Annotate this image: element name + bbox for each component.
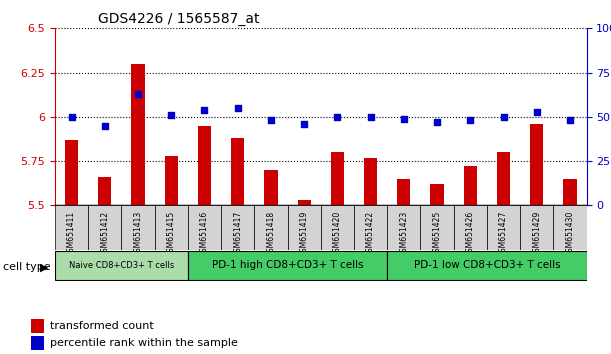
Bar [563, 179, 577, 205]
Text: GSM651419: GSM651419 [299, 211, 309, 257]
FancyBboxPatch shape [88, 205, 122, 250]
Bar [131, 64, 145, 205]
Point [100, 123, 110, 129]
FancyBboxPatch shape [387, 205, 420, 250]
Bar [31, 336, 45, 350]
Bar [265, 170, 277, 205]
Text: Naive CD8+CD3+ T cells: Naive CD8+CD3+ T cells [69, 261, 174, 270]
Point [499, 114, 508, 120]
Text: GSM651418: GSM651418 [266, 211, 276, 257]
Bar [65, 140, 78, 205]
Text: GDS4226 / 1565587_at: GDS4226 / 1565587_at [98, 12, 259, 26]
Bar [164, 156, 178, 205]
Bar [31, 319, 45, 333]
FancyBboxPatch shape [354, 205, 387, 250]
Point [466, 118, 475, 123]
Point [332, 114, 342, 120]
FancyBboxPatch shape [288, 205, 321, 250]
Bar [397, 179, 411, 205]
Point [565, 118, 575, 123]
Text: GSM651422: GSM651422 [366, 211, 375, 257]
Bar [98, 177, 111, 205]
Point [366, 114, 376, 120]
FancyBboxPatch shape [321, 205, 354, 250]
Text: GSM651416: GSM651416 [200, 211, 209, 257]
FancyBboxPatch shape [155, 205, 188, 250]
Text: GSM651413: GSM651413 [134, 211, 142, 257]
Bar [464, 166, 477, 205]
FancyBboxPatch shape [55, 251, 188, 280]
FancyBboxPatch shape [188, 205, 221, 250]
Text: GSM651429: GSM651429 [532, 211, 541, 257]
FancyBboxPatch shape [221, 205, 254, 250]
FancyBboxPatch shape [453, 205, 487, 250]
Text: PD-1 high CD8+CD3+ T cells: PD-1 high CD8+CD3+ T cells [212, 261, 364, 270]
Text: GSM651430: GSM651430 [565, 211, 574, 257]
Point [133, 91, 143, 97]
FancyBboxPatch shape [122, 205, 155, 250]
Text: GSM651412: GSM651412 [100, 211, 109, 257]
Bar [198, 126, 211, 205]
FancyBboxPatch shape [387, 251, 587, 280]
Text: cell type: cell type [3, 262, 51, 272]
Point [399, 116, 409, 121]
Bar [331, 152, 344, 205]
Text: GSM651415: GSM651415 [167, 211, 176, 257]
Text: GSM651423: GSM651423 [400, 211, 408, 257]
Point [200, 107, 210, 113]
Bar [497, 152, 510, 205]
Point [166, 112, 176, 118]
FancyBboxPatch shape [188, 251, 387, 280]
FancyBboxPatch shape [520, 205, 554, 250]
FancyBboxPatch shape [254, 205, 288, 250]
Text: PD-1 low CD8+CD3+ T cells: PD-1 low CD8+CD3+ T cells [414, 261, 560, 270]
Point [67, 114, 76, 120]
Point [266, 118, 276, 123]
Bar [530, 124, 543, 205]
Point [432, 119, 442, 125]
FancyBboxPatch shape [554, 205, 587, 250]
FancyBboxPatch shape [487, 205, 520, 250]
Point [233, 105, 243, 111]
FancyBboxPatch shape [55, 205, 88, 250]
Text: GSM651425: GSM651425 [433, 211, 442, 257]
Point [299, 121, 309, 127]
Text: percentile rank within the sample: percentile rank within the sample [50, 338, 238, 348]
Bar [364, 158, 377, 205]
Bar [430, 184, 444, 205]
Text: GSM651411: GSM651411 [67, 211, 76, 257]
Text: GSM651427: GSM651427 [499, 211, 508, 257]
Text: GSM651417: GSM651417 [233, 211, 242, 257]
Text: ▶: ▶ [40, 262, 48, 272]
FancyBboxPatch shape [420, 205, 453, 250]
Point [532, 109, 541, 114]
Bar [231, 138, 244, 205]
Text: transformed count: transformed count [50, 321, 153, 331]
Text: GSM651420: GSM651420 [333, 211, 342, 257]
Bar [298, 200, 311, 205]
Text: GSM651426: GSM651426 [466, 211, 475, 257]
